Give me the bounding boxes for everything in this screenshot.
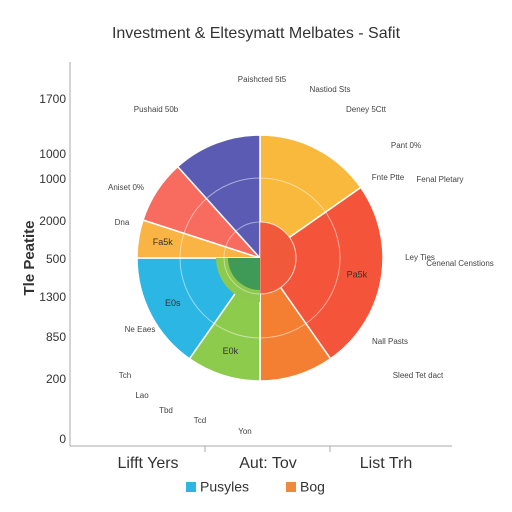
y-tick-label: 1300	[39, 290, 66, 304]
annotation: Aniset 0%	[108, 183, 144, 192]
annotation: Tch	[119, 371, 131, 380]
annotation: Fenal Pletary	[416, 175, 463, 184]
legend-label: Bog	[300, 479, 325, 495]
annotation: Sleed Tet dact	[393, 371, 444, 380]
y-tick-label: 500	[46, 252, 66, 266]
legend-label: Pusyles	[200, 479, 249, 495]
y-tick-label: 2000	[39, 214, 66, 228]
legend-swatch	[186, 482, 196, 492]
x-tick-label: List Trh	[360, 455, 412, 472]
annotation: Tcd	[194, 416, 206, 425]
x-tick-label: Aut: Tov	[239, 455, 297, 472]
annotation: Paishcted 5t5	[238, 75, 287, 84]
y-tick-label: 1000	[39, 147, 66, 161]
y-axis-label: Tle Peatite	[21, 220, 38, 295]
annotation: Fnte Ptte	[372, 173, 405, 182]
pie-slice	[259, 134, 362, 260]
annotation: Lao	[135, 391, 149, 400]
x-tick-label: Lifft Yers	[117, 455, 178, 472]
y-tick-label: 200	[46, 372, 66, 386]
ring	[223, 221, 297, 295]
annotation: Cenenal Censtions	[426, 259, 494, 268]
slice-label: Fa5k	[153, 237, 174, 247]
chart-title: Investment & Eltesymatt Melbates - Safit	[112, 25, 401, 42]
pie-slice	[176, 134, 261, 260]
y-tick-label: 0	[59, 432, 66, 446]
annotation: Nastiod Sts	[310, 85, 351, 94]
legend-swatch	[286, 482, 296, 492]
annotation: Ne Eaes	[125, 325, 156, 334]
slice-label: E0s	[165, 298, 181, 308]
y-tick-label: 1700	[39, 92, 66, 106]
inner-ring	[259, 221, 297, 295]
y-tick-label: 850	[46, 330, 66, 344]
slice-label: E0k	[223, 346, 239, 356]
annotation: Tbd	[159, 406, 173, 415]
annotation: Nall Pasts	[372, 337, 408, 346]
inner-ring	[228, 258, 260, 290]
y-tick-label: 1000	[39, 172, 66, 186]
pie: Pa5k E0k E0s Fa5k	[136, 134, 384, 382]
annotation: Dna	[115, 218, 130, 227]
pie-slice	[258, 186, 384, 360]
annotation: Ley Ties	[405, 253, 435, 262]
annotation: Yon	[238, 427, 252, 436]
annotation: Pushaid 50b	[134, 105, 179, 114]
ring	[179, 177, 341, 339]
annotation: Pant 0%	[391, 141, 421, 150]
slice-label: Pa5k	[347, 269, 368, 279]
annotation: Deney 5Ctt	[346, 105, 387, 114]
